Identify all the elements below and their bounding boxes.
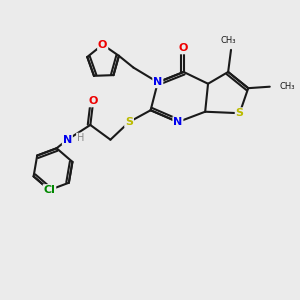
Text: S: S xyxy=(125,117,133,127)
Text: O: O xyxy=(98,40,107,50)
Text: CH₃: CH₃ xyxy=(220,37,236,46)
Text: S: S xyxy=(236,108,244,118)
Text: H: H xyxy=(76,133,84,143)
Text: N: N xyxy=(153,77,162,87)
Text: Cl: Cl xyxy=(44,185,56,195)
Text: CH₃: CH₃ xyxy=(280,82,295,91)
Text: N: N xyxy=(63,135,72,145)
Text: N: N xyxy=(173,117,182,127)
Text: O: O xyxy=(88,96,98,106)
Text: O: O xyxy=(179,44,188,53)
